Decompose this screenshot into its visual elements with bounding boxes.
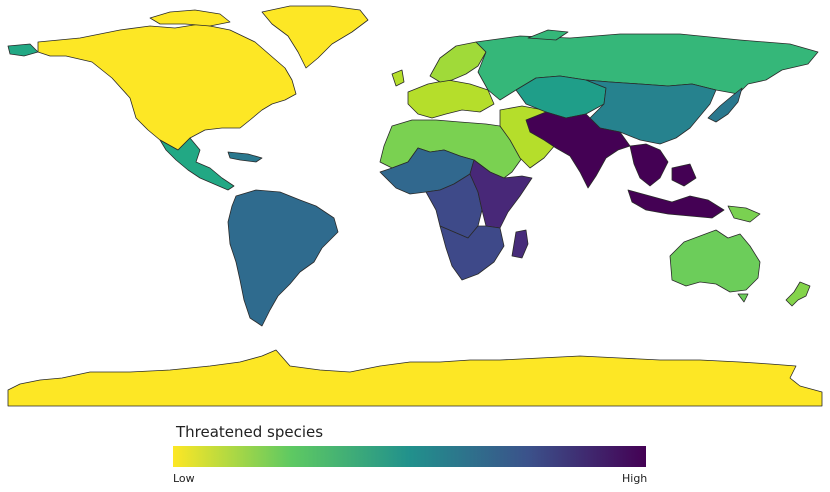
world-map [7,5,823,407]
region-caribbean [227,151,263,163]
region-new-zealand [785,281,811,307]
region-australia [669,229,761,293]
region-madagascar [511,229,529,259]
region-central-america [159,137,235,191]
region-east-africa [469,159,533,229]
region-russia [527,29,569,41]
legend-color-bar [173,446,646,467]
region-central-africa [425,173,483,239]
region-greenland [261,5,369,69]
region-papua [727,205,761,223]
region-antarctica [7,349,823,407]
region-north-america [37,23,297,151]
region-western-europe [391,69,405,87]
region-indonesia [671,163,697,187]
region-north-america [149,9,231,27]
region-china [585,79,717,145]
region-australia [737,293,749,303]
region-western-europe [407,79,495,119]
legend-title: Threatened species [176,423,324,441]
region-southeast-asia [629,143,669,187]
legend-low-label: Low [173,472,195,485]
region-southern-africa [439,225,505,281]
region-scandinavia [429,41,487,83]
region-central-america [7,43,39,57]
region-japan [707,87,743,123]
region-south-asia [525,111,631,189]
region-indonesia [627,189,725,219]
legend-high-label: High [622,472,648,485]
region-south-america [227,189,339,327]
